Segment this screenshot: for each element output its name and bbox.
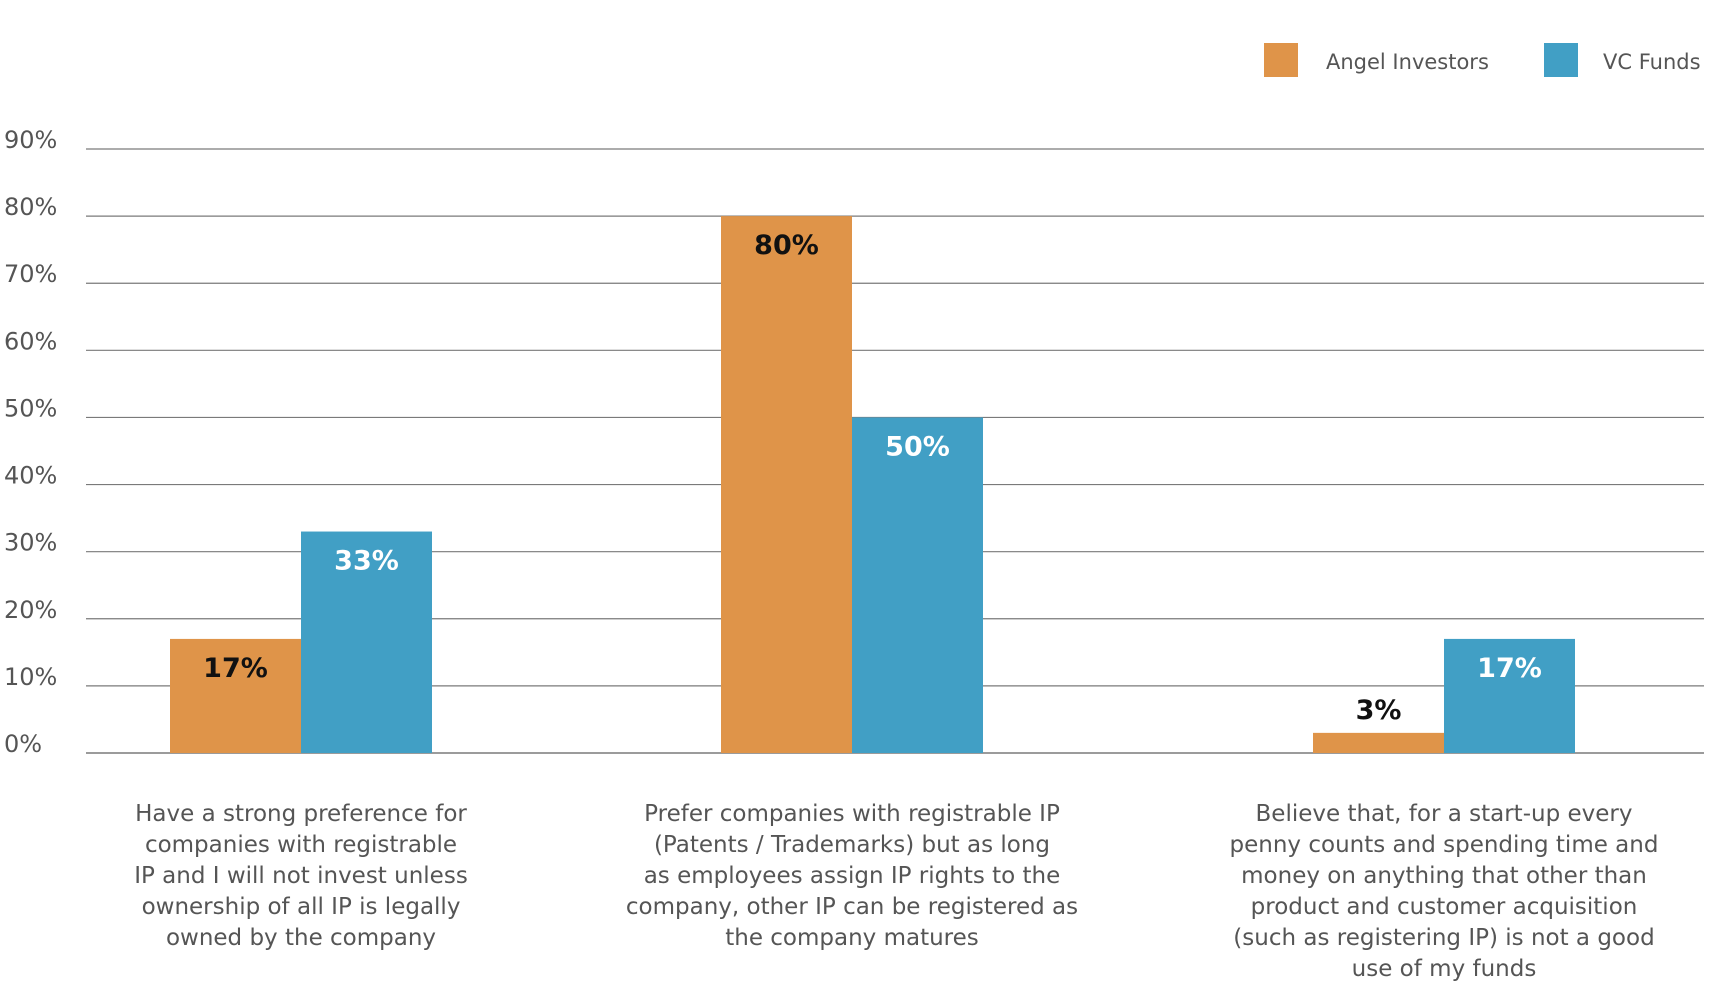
y-tick-label: 20% <box>4 596 57 624</box>
x-category-label: money on anything that other than <box>1241 863 1647 889</box>
legend-label-angel-investors: Angel Investors <box>1326 50 1489 74</box>
y-tick-label: 80% <box>4 193 57 221</box>
data-label: 17% <box>203 653 268 684</box>
x-category-label: penny counts and spending time and <box>1230 832 1659 858</box>
x-category-label: Have a strong preference for <box>135 801 467 827</box>
bar-angel-investors <box>170 638 301 753</box>
y-tick-label: 0% <box>4 730 42 758</box>
y-tick-label: 40% <box>4 462 57 490</box>
x-category-label: (Patents / Trademarks) but as long <box>654 832 1050 858</box>
x-category-label: product and customer acquisition <box>1251 894 1638 920</box>
data-label: 3% <box>1356 695 1402 726</box>
bar-angel-investors <box>1313 732 1444 753</box>
x-category-label: ownership of all IP is legally <box>142 894 461 920</box>
y-tick-label: 70% <box>4 260 57 288</box>
x-category-label: as employees assign IP rights to the <box>644 863 1061 889</box>
y-tick-label: 60% <box>4 327 57 355</box>
y-tick-label: 90% <box>4 126 57 154</box>
bar-vc-funds <box>301 531 432 753</box>
x-category-label: companies with registrable <box>145 832 457 858</box>
x-category-label: company, other IP can be registered as <box>626 894 1078 920</box>
data-label: 80% <box>754 230 819 261</box>
x-category-label: use of my funds <box>1352 956 1537 982</box>
legend-swatch-angel-investors <box>1264 43 1298 77</box>
legend-swatch-vc-funds <box>1544 43 1578 77</box>
x-category-label: IP and I will not invest unless <box>134 863 468 889</box>
y-tick-label: 10% <box>4 663 57 691</box>
bar-vc-funds <box>1444 638 1575 753</box>
data-label: 33% <box>334 546 399 577</box>
x-category-label: the company matures <box>725 925 979 951</box>
legend-label-vc-funds: VC Funds <box>1603 50 1701 74</box>
x-category-label: Believe that, for a start-up every <box>1256 801 1633 827</box>
x-category-label: owned by the company <box>166 925 436 951</box>
y-tick-label: 50% <box>4 394 57 422</box>
data-label: 17% <box>1477 653 1542 684</box>
bar-vc-funds <box>852 417 983 753</box>
bar-angel-investors <box>721 216 852 754</box>
x-category-label: Prefer companies with registrable IP <box>644 801 1060 827</box>
y-tick-label: 30% <box>4 529 57 557</box>
x-category-label: (such as registering IP) is not a good <box>1233 925 1654 951</box>
data-label: 50% <box>885 431 950 462</box>
